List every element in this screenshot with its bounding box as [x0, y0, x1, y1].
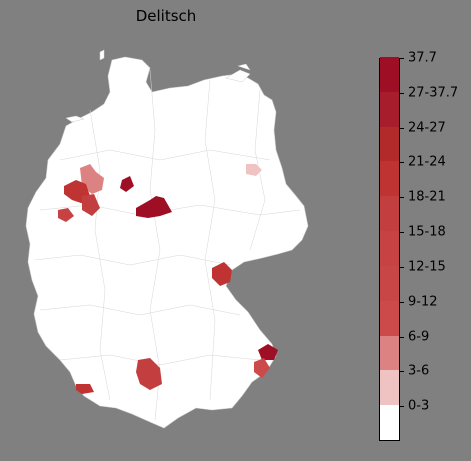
- legend-label: 3-6: [408, 363, 430, 379]
- legend-label: 18-21: [408, 189, 446, 205]
- highlighted-districts: [58, 164, 278, 394]
- district-north-small-dark: [120, 176, 134, 192]
- legend-tick: [400, 336, 404, 338]
- legend-tick: [400, 58, 404, 59]
- district-south-central: [136, 358, 162, 390]
- legend-segment: [380, 91, 399, 127]
- legend-tick: [400, 127, 404, 129]
- legend-label: 27-37.7: [408, 85, 459, 101]
- legend-tick: [400, 406, 404, 408]
- map-title: Delitsch: [135, 7, 197, 25]
- legend-label: 24-27: [408, 120, 446, 136]
- legend-segment: [380, 369, 399, 406]
- legend-label: 9-12: [408, 294, 438, 310]
- legend-label: 6-9: [408, 329, 430, 345]
- legend-tick: [400, 162, 404, 164]
- legend-segment: [380, 300, 399, 336]
- district-south-west: [76, 384, 94, 394]
- legend-segment: [380, 195, 399, 232]
- legend-tick: [400, 371, 404, 373]
- legend-label: 12-15: [408, 259, 446, 275]
- district-west-mid: [82, 194, 100, 216]
- district-east-saxony: [212, 262, 232, 286]
- district-west-small: [58, 208, 74, 222]
- legend-tick: [400, 197, 404, 199]
- legend-tick: [400, 266, 404, 268]
- legend-segment: [380, 335, 399, 371]
- legend-segment: [380, 404, 399, 440]
- legend-segment: [380, 265, 399, 301]
- color-legend-bar: [379, 56, 400, 441]
- legend-segment: [380, 56, 399, 92]
- legend-label: 15-18: [408, 224, 446, 240]
- legend-segment: [380, 126, 399, 162]
- district-south-east-mid: [254, 358, 270, 378]
- legend-segment: [380, 230, 399, 266]
- legend-tick: [400, 232, 404, 234]
- district-north-east-light: [246, 164, 262, 176]
- legend-label: 21-24: [408, 154, 446, 170]
- north-coast-islands: [65, 49, 251, 123]
- legend-tick: [400, 92, 404, 94]
- district-central-dark: [136, 196, 172, 218]
- legend-segment: [380, 160, 399, 197]
- legend-label: 37.7: [408, 50, 437, 66]
- legend-tick: [400, 301, 404, 303]
- legend-label: 0-3: [408, 398, 430, 414]
- district-south-east-dark: [258, 344, 278, 360]
